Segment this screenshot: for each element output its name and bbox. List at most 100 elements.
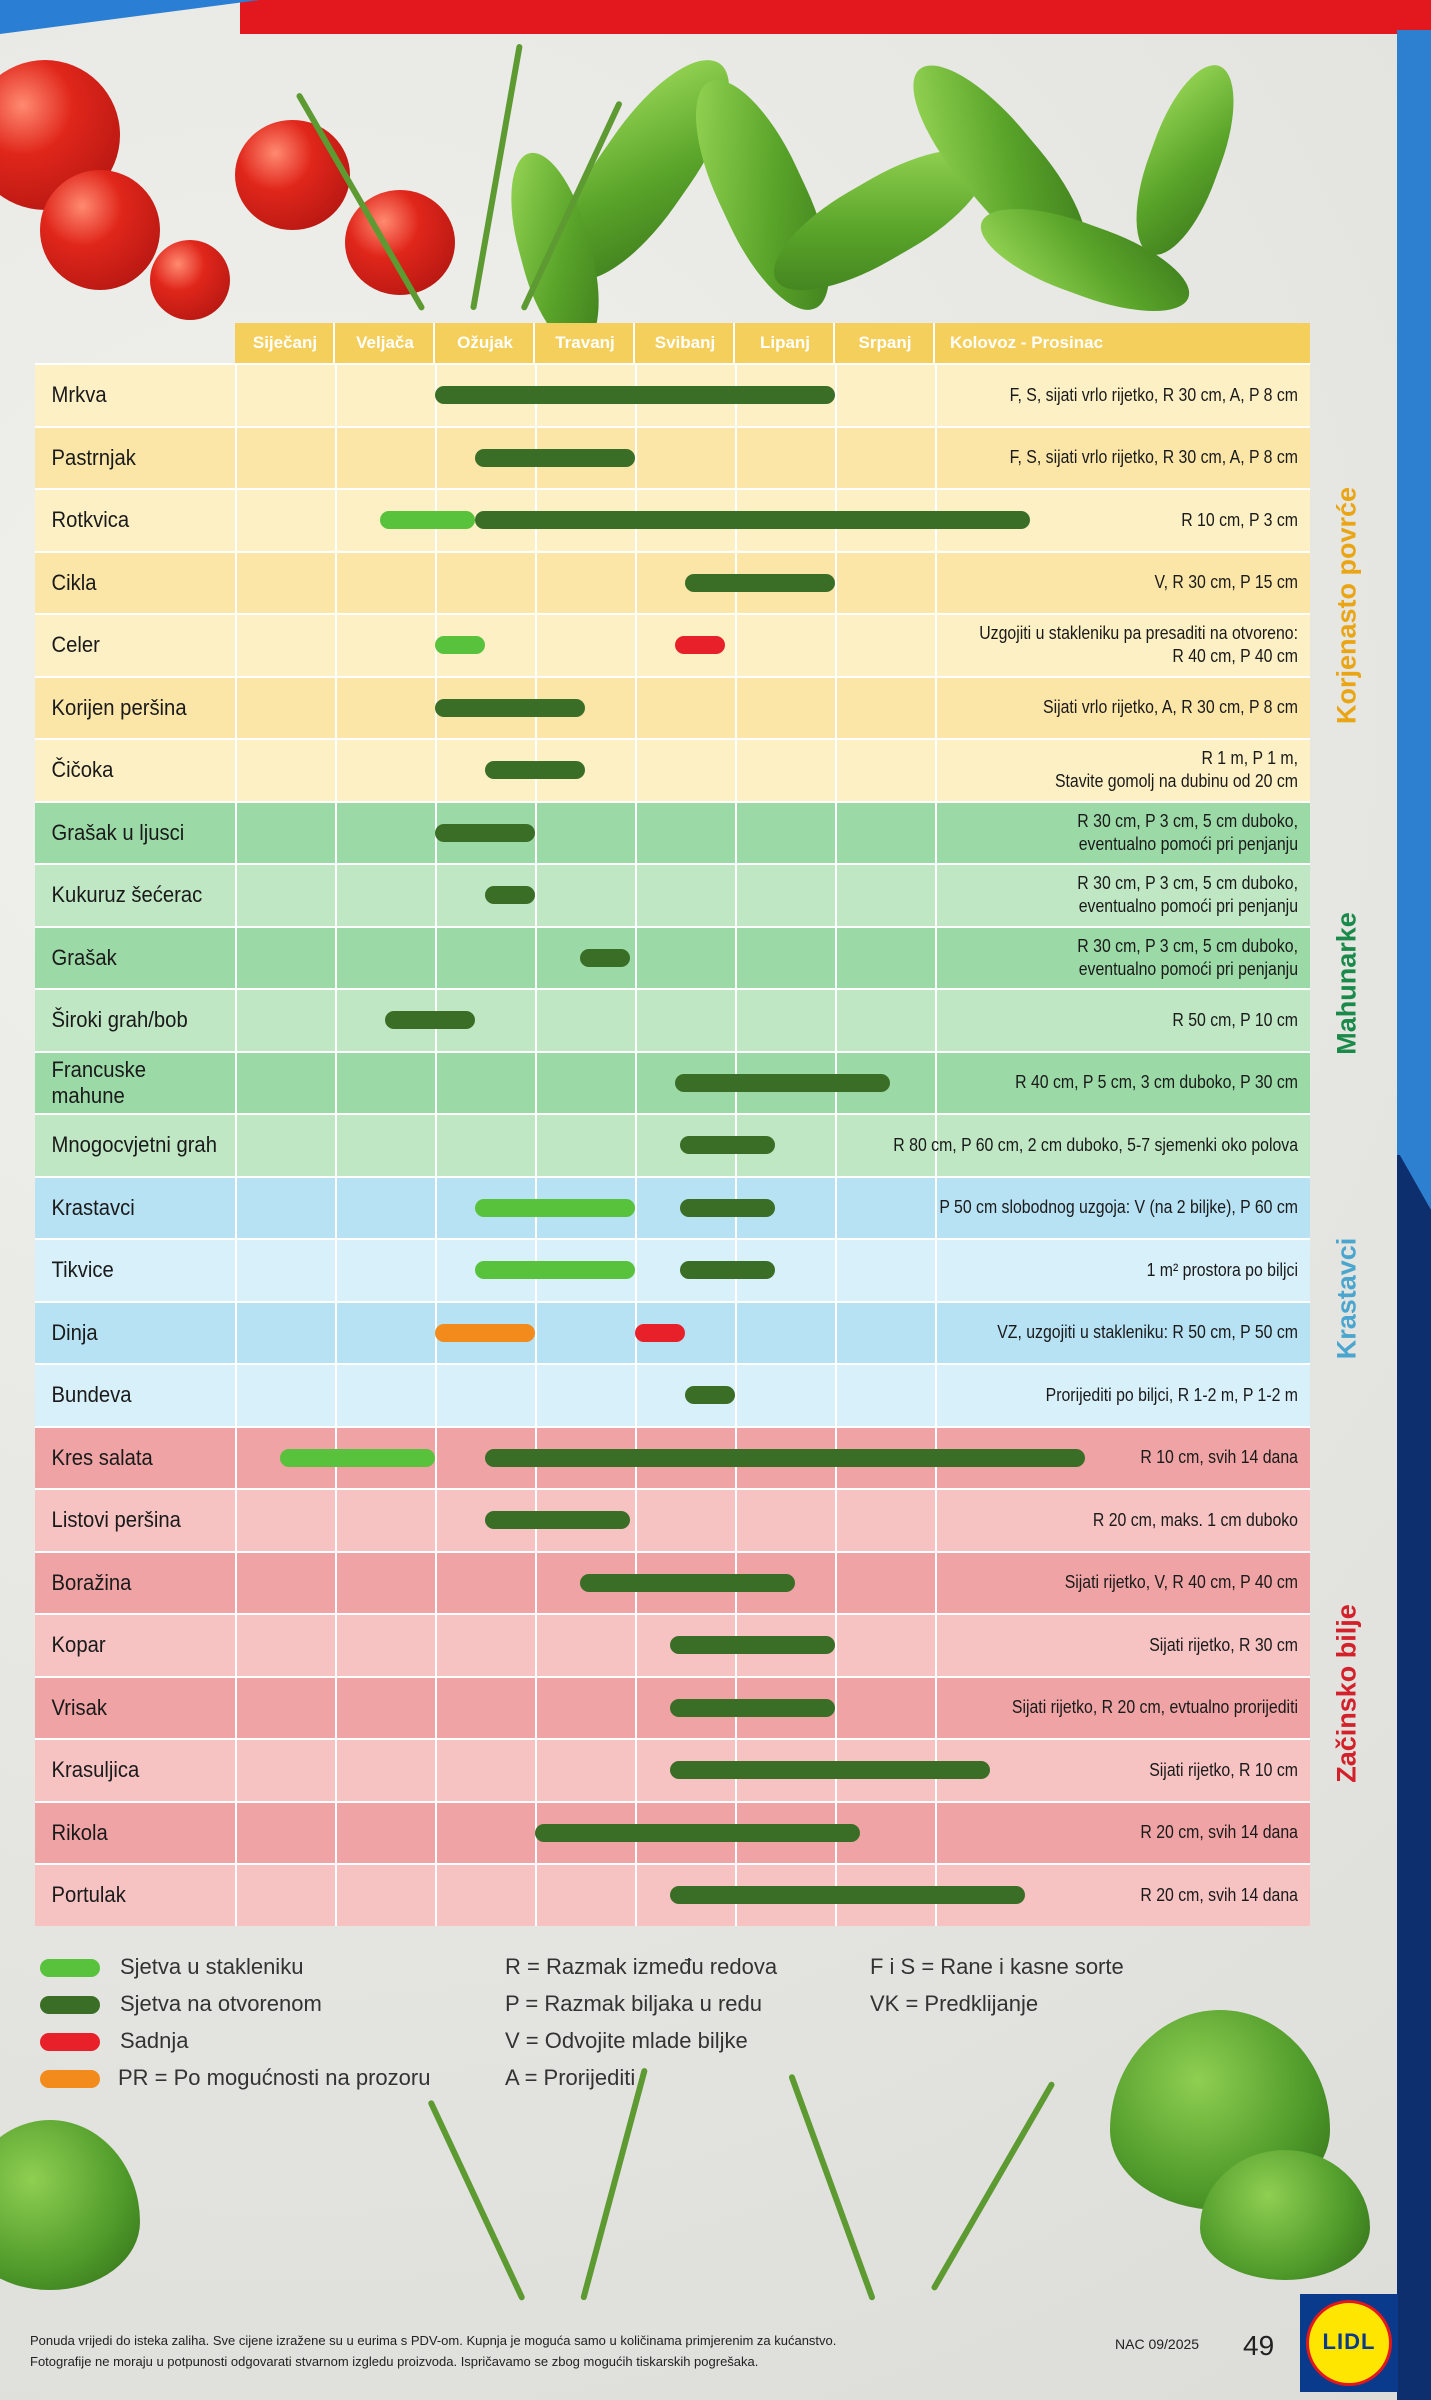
- table-row: Tikvice 1 m² prostora po biljci: [35, 1238, 1310, 1301]
- group-label-legumes: Mahunarke: [1331, 912, 1362, 1055]
- month-cell: [235, 1365, 335, 1426]
- table-row: Listovi peršina R 20 cm, maks. 1 cm dubok…: [35, 1488, 1310, 1551]
- schedule-bar-dark: [385, 1011, 475, 1030]
- plant-name: Boražina: [51, 1569, 132, 1595]
- plant-name: Kres salata: [51, 1444, 153, 1470]
- plant-name: Vrisak: [51, 1694, 108, 1720]
- month-cell: [835, 1177, 935, 1238]
- month-label: Srpanj: [858, 333, 912, 352]
- plant-name: Rotkvica: [51, 507, 130, 533]
- month-cell: [435, 1552, 535, 1613]
- month-cell: [935, 1802, 1310, 1863]
- table-row: Portulak R 20 cm, svih 14 dana: [35, 1863, 1310, 1926]
- month-cell: [535, 1615, 635, 1676]
- tomato-image: [150, 240, 230, 320]
- table-row: Vrisak Sijati rijetko, R 20 cm, evtualno …: [35, 1675, 1310, 1738]
- month-cell: [435, 1677, 535, 1738]
- lidl-logo: LIDL: [1300, 2294, 1398, 2392]
- plant-name: Portulak: [51, 1882, 126, 1908]
- month-cell: [335, 802, 435, 863]
- month-cell: [435, 1177, 535, 1238]
- month-cell: [235, 1240, 335, 1301]
- table-row: Čičoka R 1 m, P 1 m, Stavite gomolj na du…: [35, 738, 1310, 801]
- month-cell: [335, 1115, 435, 1176]
- schedule-bar-red: [675, 636, 725, 655]
- month-cell: [535, 552, 635, 613]
- planting-note: Sijati rijetko, R 10 cm: [1149, 1759, 1298, 1780]
- month-cell: [735, 615, 835, 676]
- planting-note: Uzgojiti u stakleniku pa presaditi na ot…: [979, 623, 1298, 667]
- month-cell: [435, 1115, 535, 1176]
- month-cell: [835, 552, 935, 613]
- month-cell: [735, 1365, 835, 1426]
- plant-name: Korijen peršina: [51, 694, 187, 720]
- month-cell: [435, 1240, 535, 1301]
- month-cell: [535, 1115, 635, 1176]
- right-strip-triangle: [1397, 1150, 1431, 1210]
- schedule-bar-dark: [580, 948, 630, 967]
- month-label: Ožujak: [457, 333, 513, 352]
- month-cell: [535, 990, 635, 1051]
- table-row: Grašak R 30 cm, P 3 cm, 5 cm duboko, even…: [35, 925, 1310, 988]
- month-cell: [735, 990, 835, 1051]
- month-cell: [635, 1115, 735, 1176]
- schedule-bar-dark: [435, 698, 585, 717]
- month-cell: [835, 1240, 935, 1301]
- month-cell: [235, 1677, 335, 1738]
- month-cell: [435, 927, 535, 988]
- planting-note: R 40 cm, P 5 cm, 3 cm duboko, P 30 cm: [1015, 1072, 1298, 1093]
- schedule-bar-light: [380, 511, 475, 530]
- month-cell: [635, 1490, 735, 1551]
- month-cell: [235, 1302, 335, 1363]
- month-cell: [235, 1802, 335, 1863]
- month-cell: [235, 990, 335, 1051]
- schedule-bar-dark: [670, 1698, 835, 1717]
- page-number: 49: [1243, 2330, 1275, 2361]
- schedule-bar-dark: [475, 511, 1030, 530]
- month-cell: [535, 1740, 635, 1801]
- month-cell: [235, 1740, 335, 1801]
- month-cell: [835, 427, 935, 488]
- table-row: Mnogocvjetni grah R 80 cm, P 60 cm, 2 cm …: [35, 1113, 1310, 1176]
- month-cell: [235, 740, 335, 801]
- month-cell: [535, 615, 635, 676]
- month-cell: [735, 427, 835, 488]
- month-cell: [235, 927, 335, 988]
- month-cell: [335, 1615, 435, 1676]
- month-cell: [335, 615, 435, 676]
- month-label: Lipanj: [759, 333, 811, 352]
- month-cell: [935, 1302, 1310, 1363]
- month-cell: [635, 740, 735, 801]
- month-label: Svibanj: [654, 333, 716, 352]
- legend-abbrev: VK = Predklijanje: [870, 1991, 1039, 2016]
- month-cell: [235, 677, 335, 738]
- month-cell: [235, 1052, 335, 1113]
- schedule-bar-dark: [580, 1573, 795, 1592]
- month-cell: [735, 865, 835, 926]
- table-row: Celer Uzgojiti u stakleniku pa presaditi …: [35, 613, 1310, 676]
- table-row: Grašak u ljusci R 30 cm, P 3 cm, 5 cm dub…: [35, 800, 1310, 863]
- planting-note: R 30 cm, P 3 cm, 5 cm duboko, eventualno…: [1077, 935, 1298, 979]
- month-cell: [635, 552, 735, 613]
- month-cell: [335, 1552, 435, 1613]
- month-cell: [935, 802, 1310, 863]
- table-row: Krastavci P 50 cm slobodnog uzgoja: V (na…: [35, 1175, 1310, 1238]
- month-cell: [335, 740, 435, 801]
- month-cell: [835, 615, 935, 676]
- month-cell: [335, 865, 435, 926]
- month-cell: [235, 1427, 335, 1488]
- month-cell: [935, 1365, 1310, 1426]
- plant-name: Pastrnjak: [51, 444, 136, 470]
- month-cell: [935, 740, 1310, 801]
- table-row: Cikla V, R 30 cm, P 15 cm: [35, 550, 1310, 613]
- plant-name: Krasuljica: [51, 1757, 140, 1783]
- plant-name: Bundeva: [51, 1382, 132, 1408]
- plant-name: Kukuruz šećerac: [51, 882, 203, 908]
- month-cell: [635, 1740, 735, 1801]
- month-cell: [935, 865, 1310, 926]
- month-cell: [435, 740, 535, 801]
- schedule-bar-dark: [680, 1198, 775, 1217]
- month-cell: [335, 1052, 435, 1113]
- tomato-image: [40, 170, 160, 290]
- schedule-bar-dark: [535, 1823, 860, 1842]
